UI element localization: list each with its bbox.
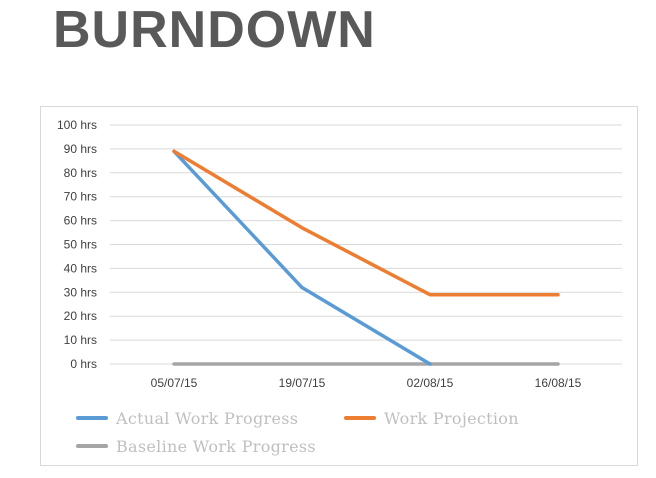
- y-tick-label: 60 hrs: [64, 214, 97, 228]
- y-axis-tick-labels: 0 hrs 10 hrs 20 hrs 30 hrs 40 hrs 50 hrs 60 hr…: [57, 118, 97, 371]
- series-line-work-projection: [172, 149, 560, 297]
- y-tick-label: 10 hrs: [64, 333, 97, 347]
- page-title: BURNDOWN: [53, 1, 376, 59]
- y-tick-label: 20 hrs: [64, 309, 97, 323]
- y-tick-label: 100 hrs: [57, 118, 97, 132]
- x-tick-label: 16/08/15: [535, 376, 582, 390]
- y-tick-label: 70 hrs: [64, 190, 97, 204]
- y-tick-label: 90 hrs: [64, 142, 97, 156]
- y-tick-label: 80 hrs: [64, 166, 97, 180]
- x-tick-label: 02/08/15: [407, 376, 454, 390]
- x-tick-label: 19/07/15: [279, 376, 326, 390]
- series-line-actual-work-progress: [172, 149, 432, 366]
- y-tick-label: 40 hrs: [64, 261, 97, 275]
- chart-area: [40, 106, 638, 466]
- y-tick-label: 0 hrs: [70, 357, 97, 371]
- y-tick-label: 50 hrs: [64, 238, 97, 252]
- x-axis-tick-labels: 05/07/15 19/07/15 02/08/15 16/08/15: [151, 376, 582, 390]
- x-tick-label: 05/07/15: [151, 376, 198, 390]
- series-lines: [172, 149, 560, 366]
- y-tick-label: 30 hrs: [64, 285, 97, 299]
